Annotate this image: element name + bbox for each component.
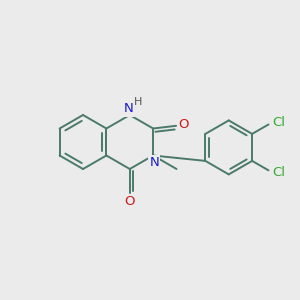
Text: H: H	[134, 97, 142, 107]
Text: O: O	[178, 118, 188, 131]
Text: N: N	[149, 156, 159, 169]
Text: Cl: Cl	[272, 116, 285, 129]
Text: N: N	[124, 103, 134, 116]
Text: Cl: Cl	[272, 166, 285, 179]
Text: O: O	[124, 195, 135, 208]
